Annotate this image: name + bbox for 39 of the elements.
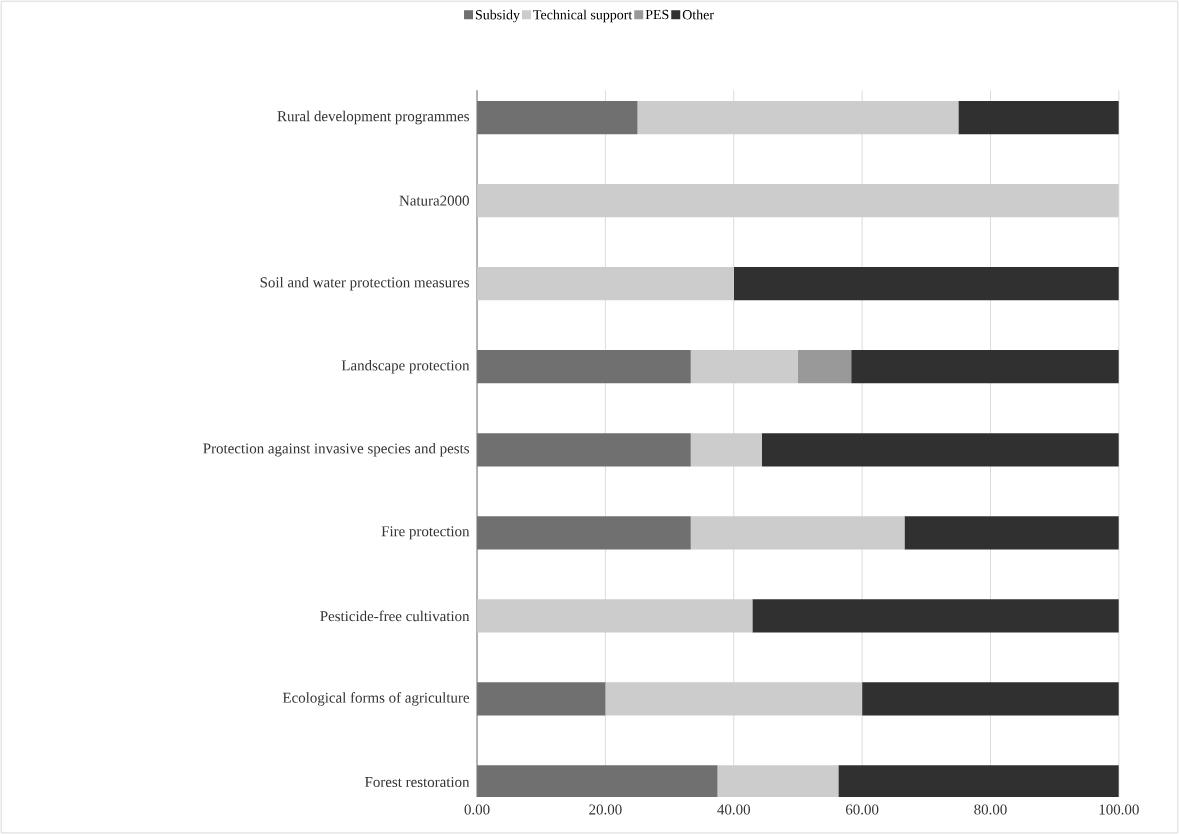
legend-label: Technical support (533, 9, 633, 23)
x-tick-label: 40.00 (717, 804, 751, 815)
y-tick-label: Landscape protection (341, 359, 470, 374)
bar (690, 433, 763, 467)
y-tick-label: Soil and water protection measures (260, 276, 469, 291)
bar (958, 100, 1119, 135)
legend-label: PES (645, 9, 669, 20)
legend-label: Subsidy (475, 9, 520, 23)
x-tick-label: 80.00 (974, 804, 1007, 815)
y-tick-label: Pesticide-free cultivation (320, 610, 470, 622)
bar (762, 433, 1119, 467)
bar (477, 350, 691, 384)
bar (477, 433, 691, 467)
x-tick-label: 60.00 (845, 804, 879, 815)
y-tick-label: Protection against invasive species and pests (203, 442, 469, 457)
bar (477, 100, 638, 135)
x-tick-label: 20.00 (589, 804, 622, 815)
bar (851, 350, 1119, 384)
bar (904, 516, 1119, 550)
bar (862, 682, 1119, 716)
bar (690, 516, 905, 550)
bar (797, 350, 852, 384)
y-tick-label: Fire protection (381, 526, 470, 540)
x-tick-label: 100.00 (1099, 804, 1139, 815)
bar (477, 682, 606, 716)
x-tick-label: 0.00 (464, 804, 490, 815)
bar (838, 765, 1119, 797)
y-tick-label: Ecological forms of agriculture (282, 692, 470, 706)
bar (477, 516, 691, 550)
bar (690, 350, 798, 384)
bar (477, 765, 718, 797)
bar (733, 267, 1119, 301)
y-tick-label: Natura2000 (399, 195, 469, 206)
bar (637, 100, 959, 135)
bar (605, 682, 863, 716)
bar (752, 599, 1119, 633)
y-tick-label: Rural development programmes (277, 110, 469, 125)
y-tick-label: Forest restoration (365, 776, 470, 787)
legend-label: Other (682, 9, 714, 20)
